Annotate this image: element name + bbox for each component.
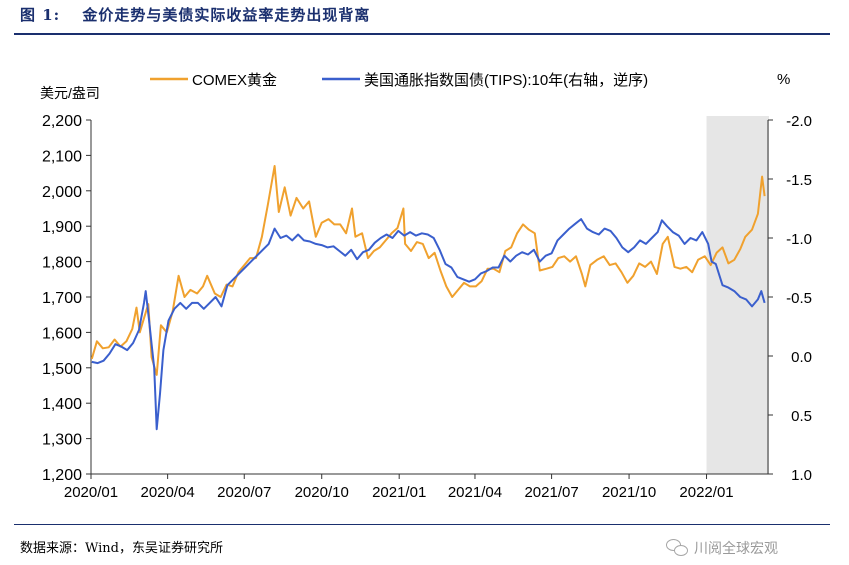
right-tick-label: -2.0 [786, 113, 812, 130]
right-tick-label: -1.0 [786, 231, 812, 248]
figure-title: 图 1: 金价走势与美债实际收益率走势出现背离 [20, 6, 371, 24]
watermark: 川阅全球宏观 [666, 538, 778, 558]
left-tick-label: 1,700 [42, 290, 82, 307]
right-tick-label: -0.5 [786, 290, 812, 307]
left-tick-label: 1,300 [42, 432, 82, 449]
x-tick-label: 2021/07 [524, 484, 578, 501]
source-divider [14, 524, 830, 525]
right-tick-label: 0.0 [791, 349, 812, 366]
x-tick-label: 2021/04 [448, 484, 502, 501]
watermark-text: 川阅全球宏观 [694, 541, 778, 557]
left-tick-label: 1,600 [42, 325, 82, 342]
x-tick-label: 2020/07 [217, 484, 271, 501]
left-tick-label: 2,000 [42, 184, 82, 201]
x-tick-label: 2020/01 [64, 484, 118, 501]
x-tick-label: 2020/04 [141, 484, 195, 501]
title-divider [14, 33, 830, 35]
left-tick-label: 2,200 [42, 113, 82, 130]
left-tick-label: 2,100 [42, 148, 82, 165]
x-tick-label: 2022/01 [679, 484, 733, 501]
left-tick-label: 1,200 [42, 467, 82, 484]
right-tick-label: 1.0 [791, 467, 812, 484]
right-tick-label: -1.5 [786, 172, 812, 189]
wechat-icon [666, 539, 690, 557]
series-line-gold [91, 165, 766, 376]
left-tick-label: 1,800 [42, 255, 82, 272]
series-line-tips [91, 218, 766, 431]
left-tick-label: 1,400 [42, 396, 82, 413]
x-tick-label: 2021/01 [372, 484, 426, 501]
left-axis-unit: 美元/盎司 [40, 85, 100, 101]
x-tick-label: 2020/10 [295, 484, 349, 501]
chart-svg: 1,200 1,300 1,400 1,500 1,600 1,700 1,800 1,900… [40, 71, 812, 501]
right-axis-unit: % [777, 71, 790, 88]
right-tick-label: 0.5 [791, 408, 812, 425]
left-tick-label: 1,900 [42, 219, 82, 236]
left-tick-label: 1,500 [42, 361, 82, 378]
legend-gold-label: COMEX黄金 [192, 72, 277, 89]
legend-tips-label: 美国通胀指数国债(TIPS):10年(右轴，逆序) [364, 72, 648, 89]
x-tick-label: 2021/10 [602, 484, 656, 501]
source-note: 数据来源：Wind，东吴证券研究所 [20, 541, 223, 556]
